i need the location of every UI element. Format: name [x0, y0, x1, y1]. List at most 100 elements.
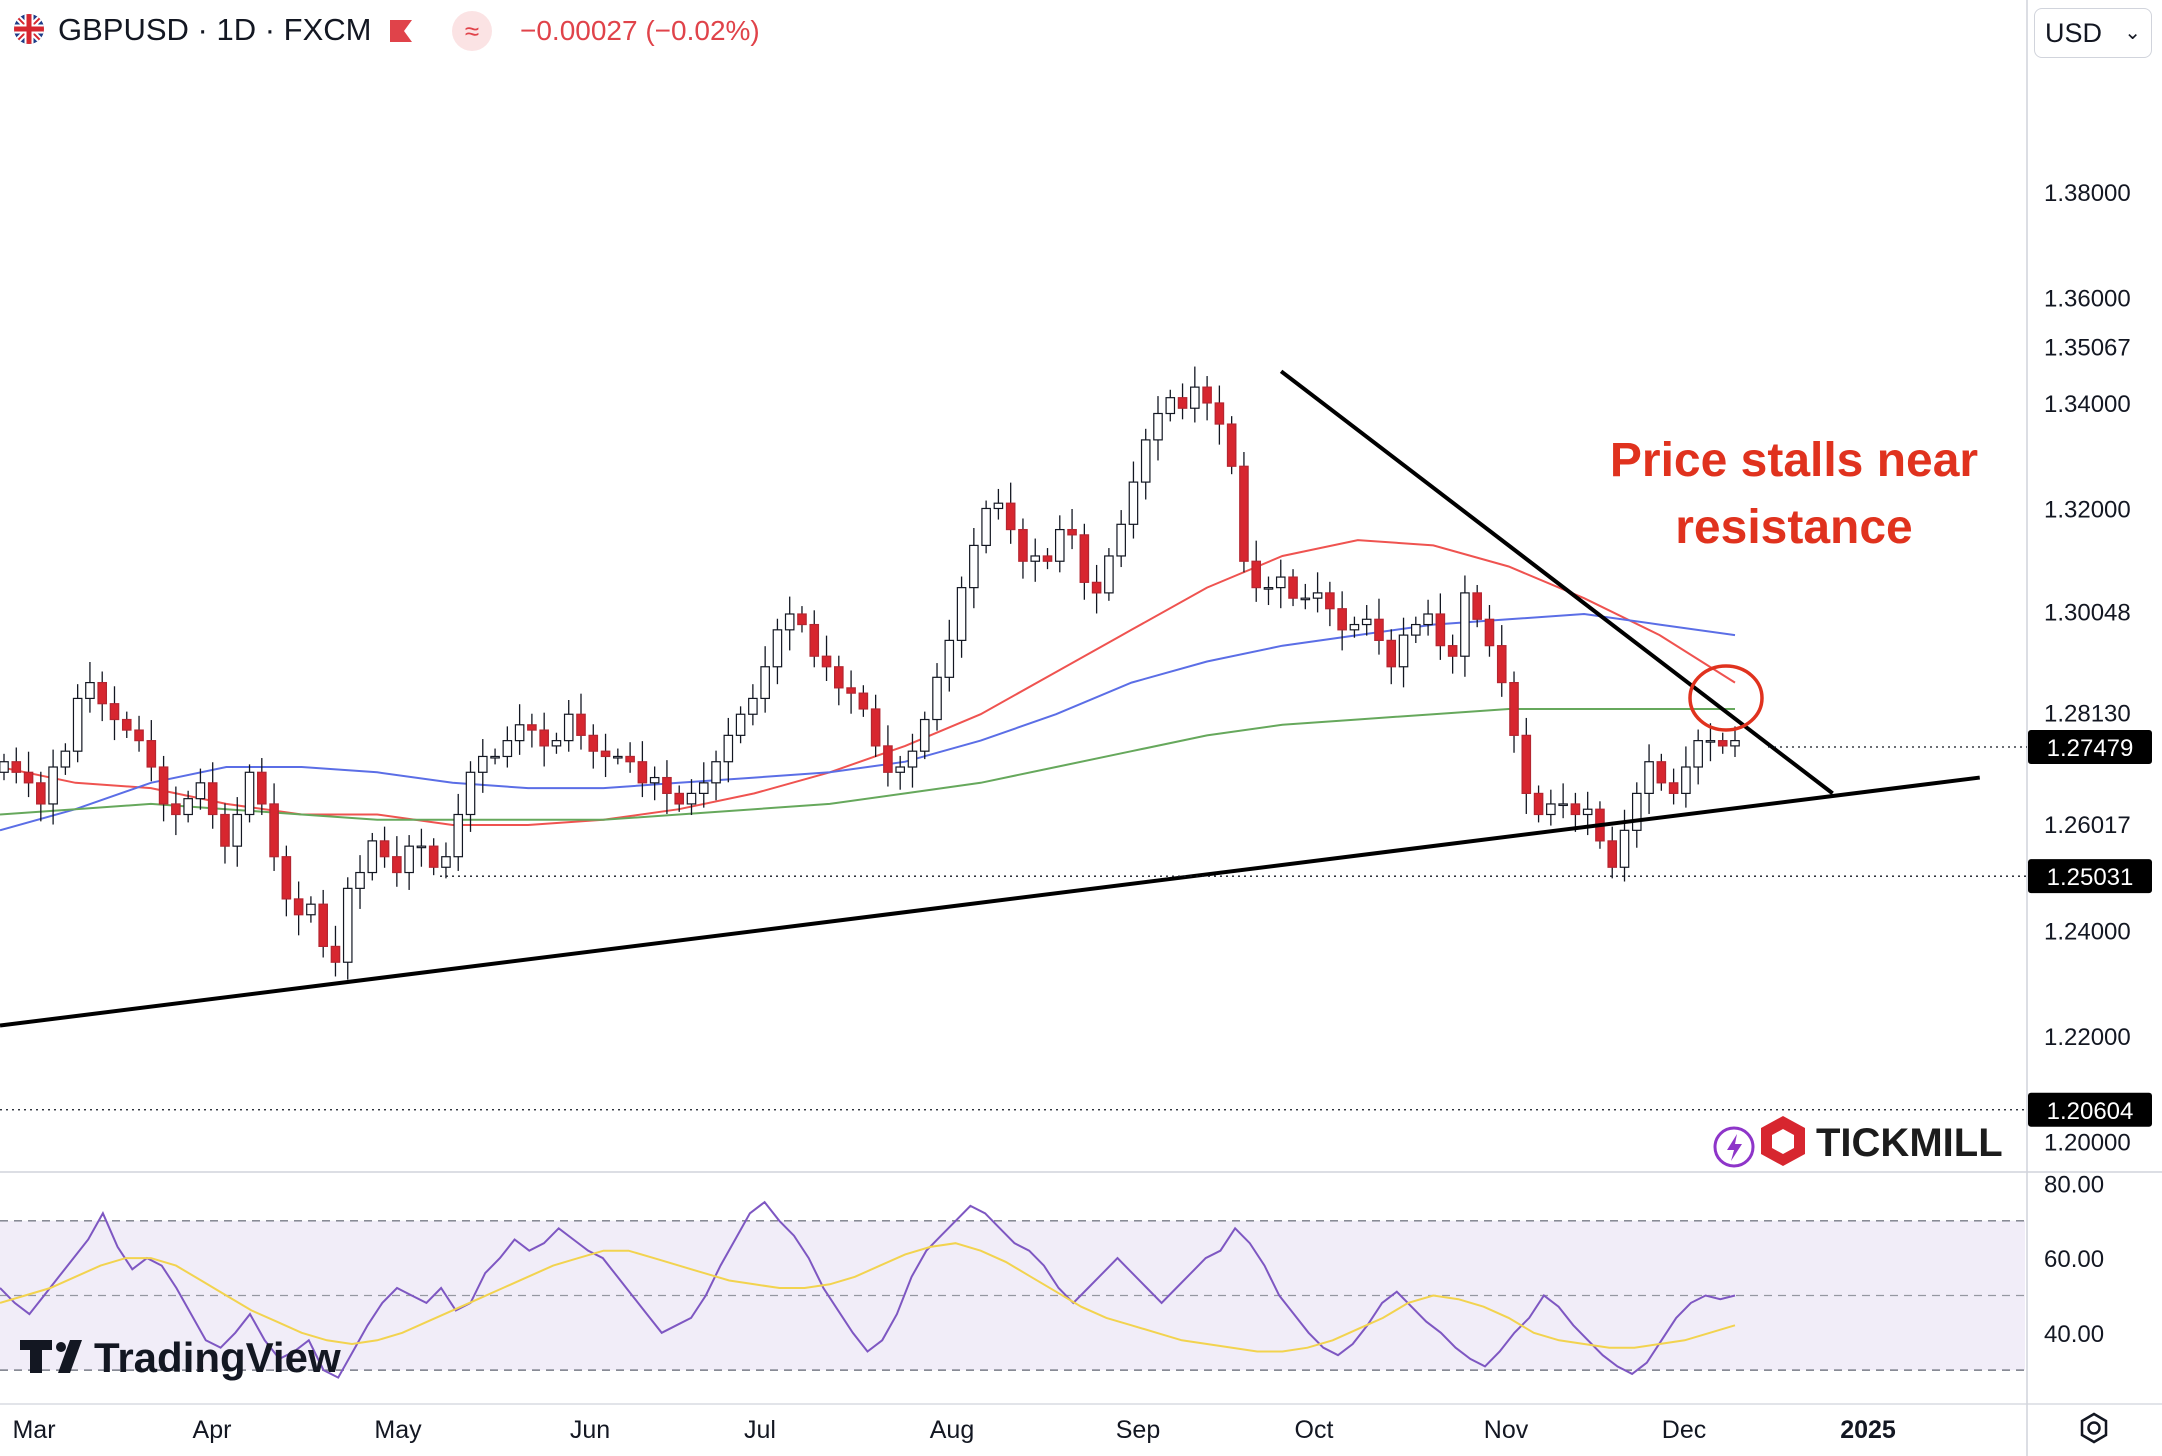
time-tick-label: May	[374, 1416, 422, 1444]
candle	[1607, 840, 1618, 868]
candle	[1398, 634, 1409, 668]
candle	[834, 666, 844, 689]
candle	[330, 945, 341, 963]
candle	[1361, 618, 1372, 626]
candle	[674, 792, 685, 805]
candle	[318, 903, 328, 948]
candle	[1300, 597, 1311, 601]
candle	[220, 813, 230, 847]
rsi-tick-label: 40.00	[2044, 1321, 2104, 1348]
candle	[1570, 803, 1581, 816]
candle	[637, 761, 648, 784]
candle	[1533, 792, 1544, 816]
price-tag	[2028, 730, 2152, 765]
candle	[1681, 766, 1691, 794]
flag-icon[interactable]	[386, 16, 416, 46]
candle	[907, 750, 918, 768]
price-tag	[2028, 859, 2152, 894]
candle	[48, 766, 58, 805]
candle	[576, 713, 586, 736]
candle	[748, 697, 758, 715]
candle	[919, 718, 930, 752]
candle	[1177, 397, 1188, 409]
uk-flag-icon	[14, 14, 44, 44]
candle	[649, 776, 660, 784]
candle	[1337, 608, 1347, 631]
time-tick-label: Dec	[1662, 1416, 1706, 1444]
candle	[1275, 576, 1286, 589]
candle	[1325, 592, 1335, 610]
candle	[735, 713, 746, 736]
currency-select[interactable]: USD ⌄	[2034, 8, 2152, 58]
candle	[269, 803, 279, 858]
candle	[1202, 386, 1212, 404]
tradingview-logo-icon	[20, 1340, 82, 1373]
candle	[232, 813, 243, 847]
candle	[784, 613, 795, 631]
resistance-trendline[interactable]	[1279, 369, 1834, 795]
price-tick-label: 1.20000	[2044, 1130, 2131, 1157]
candle	[514, 724, 525, 742]
candle	[11, 761, 22, 773]
price-tick-label: 1.26017	[2044, 812, 2131, 839]
candle	[1411, 623, 1421, 636]
candle	[600, 750, 611, 758]
rsi-signal-line	[0, 1242, 1736, 1353]
candle	[207, 782, 218, 816]
candle	[1435, 613, 1446, 647]
candle	[1140, 439, 1151, 483]
settings-gear-icon[interactable]	[2074, 1408, 2114, 1448]
candle	[1104, 555, 1114, 594]
candle	[1030, 555, 1041, 562]
support-trendline[interactable]	[0, 775, 1980, 1028]
time-axis[interactable]: Mar Apr May Jun Jul Aug Sep Oct Nov Dec 2025	[12, 1416, 1895, 1444]
candle	[686, 792, 697, 805]
candle	[1116, 523, 1126, 557]
approx-icon[interactable]: ≈	[452, 11, 492, 51]
candle	[1447, 645, 1458, 657]
candle	[1558, 803, 1568, 807]
candle	[1386, 639, 1397, 668]
time-tick-label: Jun	[570, 1416, 610, 1444]
candle	[1079, 534, 1090, 583]
tickmill-logo: TICKMILL	[1816, 1121, 2003, 1165]
price-tick-label: 1.28130	[2044, 701, 2131, 728]
candle	[588, 734, 599, 752]
candle	[1349, 623, 1360, 631]
candle	[527, 724, 537, 731]
candle	[502, 740, 513, 758]
trendlines	[0, 369, 1980, 1028]
candle	[809, 623, 820, 657]
candles	[0, 366, 1740, 980]
candle	[1153, 412, 1163, 441]
candle	[1018, 528, 1028, 562]
time-tick-label: Nov	[1484, 1416, 1529, 1444]
candle	[723, 734, 734, 763]
candle	[1374, 618, 1384, 641]
moving-averages	[0, 539, 1736, 832]
price-tick-label: 1.35067	[2044, 335, 2131, 362]
chevron-down-icon: ⌄	[2124, 22, 2141, 44]
branding: TICKMILL TradingView	[20, 1116, 2003, 1381]
symbol-title[interactable]: GBPUSD · 1D · FXCM	[58, 12, 372, 47]
currency-value: USD	[2045, 18, 2103, 48]
moving-average-line	[0, 708, 1735, 821]
candle	[1288, 576, 1298, 599]
candle	[281, 856, 292, 900]
candle	[1484, 618, 1495, 647]
candle	[846, 687, 856, 694]
candle	[1693, 740, 1703, 768]
moving-average-line	[0, 612, 1736, 832]
time-tick-label: Jul	[744, 1416, 776, 1444]
candle	[134, 729, 144, 742]
tickmill-logo-icon	[1761, 1116, 1805, 1166]
price-tag-label: 1.27479	[2047, 735, 2134, 762]
candle	[465, 771, 476, 816]
candle	[1705, 740, 1716, 743]
candle	[1656, 761, 1667, 784]
candle	[379, 840, 390, 858]
candle	[1521, 734, 1532, 794]
time-tick-label: Oct	[1295, 1416, 1334, 1444]
